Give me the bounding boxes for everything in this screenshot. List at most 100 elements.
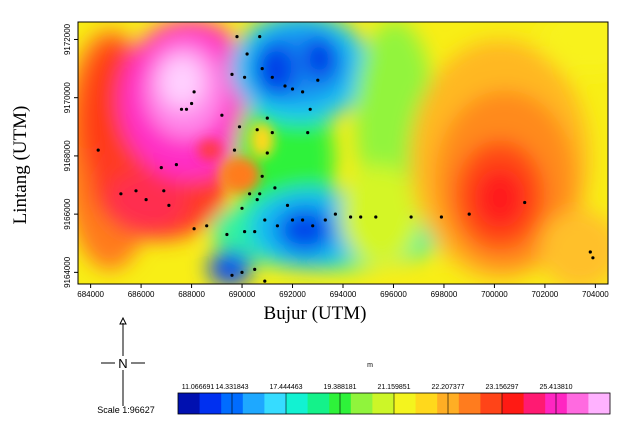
station-marker <box>306 131 310 135</box>
legend-swatch <box>307 393 330 414</box>
legend-value: 22.207377 <box>431 384 464 391</box>
legend-swatch <box>199 393 222 414</box>
legend-swatch <box>350 393 373 414</box>
legend-swatch <box>480 393 503 414</box>
station-marker <box>333 212 337 216</box>
station-marker <box>265 116 269 120</box>
station-marker <box>248 192 252 196</box>
y-axis-ticks: 9164000 9166000 9168000 9170000 9172000 <box>63 23 78 288</box>
station-marker <box>220 113 224 117</box>
station-marker <box>96 148 100 152</box>
station-marker <box>230 273 234 277</box>
station-marker <box>285 203 290 207</box>
station-marker <box>240 206 244 210</box>
station-marker <box>255 198 259 202</box>
station-marker <box>467 212 471 216</box>
station-marker <box>265 151 269 155</box>
station-marker <box>192 90 196 94</box>
legend-swatch <box>394 393 416 414</box>
legend-value: 14.331843 <box>215 384 248 391</box>
legend-value: 11.066691 <box>182 384 215 391</box>
scale-text: Scale 1:96627 <box>97 405 155 415</box>
station-marker <box>591 256 595 260</box>
station-marker <box>323 218 327 222</box>
legend-swatch <box>286 393 308 414</box>
y-tick-label: 9168000 <box>63 140 72 172</box>
station-marker <box>283 84 287 88</box>
legend-ticks <box>231 393 557 414</box>
station-marker <box>316 78 320 82</box>
station-markers <box>96 35 595 283</box>
legend-value: 17.444463 <box>269 384 302 391</box>
station-marker <box>270 75 274 79</box>
legend-swatch <box>588 393 611 414</box>
station-marker <box>235 35 239 39</box>
legend-swatch <box>178 393 200 414</box>
station-marker <box>260 174 264 178</box>
legend-value: 23.156297 <box>485 384 518 391</box>
y-tick-label: 9170000 <box>63 82 72 114</box>
north-letter: N <box>118 356 127 371</box>
station-marker <box>258 192 262 196</box>
station-marker <box>270 131 274 135</box>
station-marker <box>255 128 259 132</box>
x-tick-label: 700000 <box>481 290 508 299</box>
legend-values: 11.066691 14.331843 17.444463 19.388181 21.1… <box>182 384 573 391</box>
station-marker <box>162 189 166 193</box>
legend-swatch <box>415 393 438 414</box>
y-tick-label: 9172000 <box>63 23 72 55</box>
legend-swatch <box>523 393 546 414</box>
station-marker <box>253 267 257 271</box>
contour-surface <box>78 22 608 284</box>
station-marker <box>374 215 378 219</box>
x-tick-label: 688000 <box>178 290 205 299</box>
station-marker <box>184 107 189 111</box>
station-marker <box>174 163 178 167</box>
station-marker <box>243 75 247 79</box>
y-tick-label: 9166000 <box>63 198 72 230</box>
station-marker <box>243 230 247 234</box>
legend-swatch <box>264 393 287 414</box>
x-tick-label: 686000 <box>128 290 155 299</box>
station-marker <box>439 215 443 219</box>
y-axis-label-text: Lintang (UTM) <box>10 105 31 225</box>
legend-swatch <box>372 393 395 414</box>
station-marker <box>311 224 315 228</box>
station-marker <box>359 215 363 219</box>
station-marker <box>275 224 279 228</box>
station-marker <box>263 218 267 222</box>
station-marker <box>253 230 257 234</box>
x-tick-label: 704000 <box>582 290 609 299</box>
station-marker <box>167 203 171 207</box>
station-marker <box>190 101 194 106</box>
legend-swatch <box>458 393 481 414</box>
station-marker <box>409 215 413 219</box>
color-legend: m 11.066691 14.331843 17.444463 19.388181 21… <box>177 362 611 415</box>
station-marker <box>119 192 123 196</box>
station-marker <box>134 189 138 193</box>
station-marker <box>192 227 196 231</box>
station-marker <box>301 90 305 94</box>
station-marker <box>523 200 527 205</box>
station-marker <box>179 107 184 111</box>
station-marker <box>290 87 295 91</box>
station-marker <box>240 270 244 274</box>
x-tick-label: 692000 <box>279 290 306 299</box>
x-tick-label: 702000 <box>532 290 559 299</box>
x-axis-ticks: 684000 686000 688000 690000 692000 694000 6960… <box>77 284 609 299</box>
station-marker <box>225 232 229 237</box>
legend-swatch <box>566 393 589 414</box>
station-marker <box>205 224 209 228</box>
station-marker <box>159 166 163 170</box>
station-marker <box>258 35 262 39</box>
legend-value: 25.413810 <box>539 384 572 391</box>
station-marker <box>308 107 312 111</box>
x-tick-label: 684000 <box>77 290 104 299</box>
station-marker <box>290 218 295 222</box>
legend-swatches <box>178 393 611 414</box>
x-tick-label: 696000 <box>380 290 407 299</box>
x-tick-label: 690000 <box>229 290 256 299</box>
y-axis-label: Lintang (UTM) <box>6 106 36 225</box>
